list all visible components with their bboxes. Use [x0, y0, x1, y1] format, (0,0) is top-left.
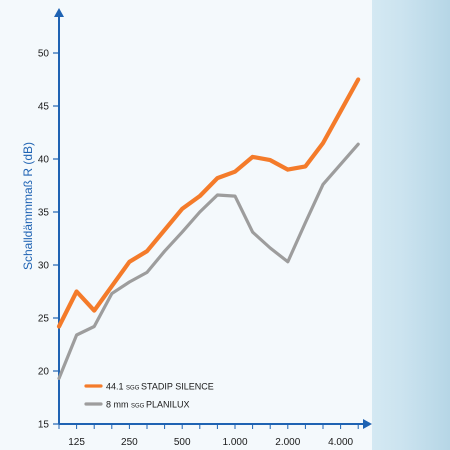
y-tick-label: 20	[38, 367, 50, 378]
x-axis-arrow	[363, 419, 372, 429]
x-tick-label: 1.000	[222, 437, 247, 448]
side-panel-background	[372, 0, 450, 450]
x-tick-label: 125	[68, 437, 85, 448]
series-lines	[56, 77, 361, 380]
y-ticks: 15 20 25 30 35 40 45 50	[38, 49, 59, 431]
y-tick-label: 50	[38, 49, 50, 60]
y-tick-label: 40	[38, 155, 50, 166]
y-axis-arrow	[54, 8, 64, 17]
axes	[54, 8, 372, 429]
series-line-stadip-silence	[56, 77, 361, 329]
y-tick-label: 30	[38, 261, 50, 272]
x-tick-label: 250	[121, 437, 138, 448]
x-ticks: 125 250 500 1.000 2.000 4.000	[58, 424, 359, 448]
y-tick-label: 25	[38, 314, 50, 325]
y-tick-label: 35	[38, 208, 50, 219]
y-axis-label: Schalldämmmaß R (dB)	[21, 142, 35, 270]
y-tick-label: 45	[38, 102, 50, 113]
x-tick-label: 4.000	[328, 437, 353, 448]
legend-label: 44.1 SGG STADIP SILENCE	[106, 382, 214, 392]
x-tick-label: 500	[174, 437, 191, 448]
legend-label: 8 mm SGG PLANILUX	[106, 400, 190, 410]
series-line-planilux	[57, 142, 360, 380]
legend: 44.1 SGG STADIP SILENCE 8 mm SGG PLANILUX	[84, 382, 214, 410]
x-tick-label: 2.000	[275, 437, 300, 448]
y-tick-label: 15	[38, 420, 50, 431]
